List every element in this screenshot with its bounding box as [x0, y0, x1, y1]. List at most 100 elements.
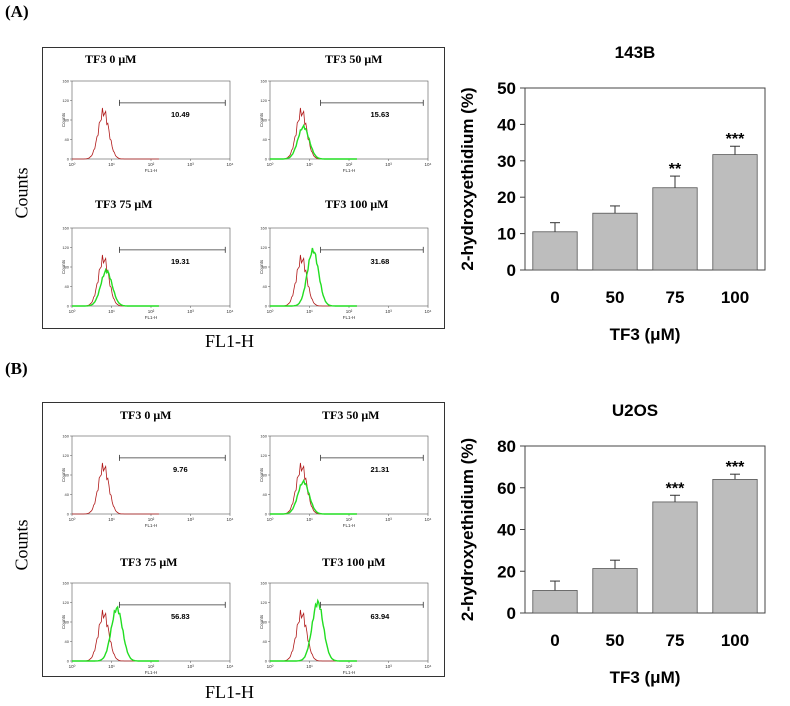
x-tick-label: 10³: [385, 664, 392, 669]
gate-value: 9.76: [173, 465, 188, 474]
control-histogram: [72, 609, 159, 662]
panel-a-label: (A): [5, 2, 29, 21]
x-tick-label: 10²: [148, 517, 155, 522]
x-axis-label: FL1-H: [145, 315, 158, 320]
gate-value: 31.68: [371, 257, 390, 266]
y-tick-label: 160: [260, 79, 267, 84]
x-tick-label: 10⁰: [69, 517, 76, 522]
bar: [592, 212, 638, 271]
y-tick-label: 40: [263, 137, 268, 142]
y-tick-label: 40: [65, 137, 70, 142]
x-tick-label: 10⁴: [227, 664, 234, 669]
x-tick-label: 10⁰: [267, 517, 274, 522]
x-tick-label: 10⁴: [425, 309, 432, 314]
y-tick-label: 0: [67, 157, 70, 162]
y-tick-label: 120: [260, 245, 267, 250]
gate-value: 21.31: [371, 465, 390, 474]
y-tick-label: 160: [260, 581, 267, 586]
significance-label: ***: [726, 131, 745, 148]
x-tick-label: 10⁰: [267, 162, 274, 167]
x-tick-label: 10³: [187, 517, 194, 522]
x-axis-label: FL1-H: [343, 523, 356, 528]
gate-value: 19.31: [171, 257, 190, 266]
x-axis-label: TF3 (μM): [610, 325, 681, 344]
y-tick-label: 120: [62, 98, 69, 103]
y-axis-label: Counts: [61, 467, 66, 482]
x-tick-label: 10⁴: [425, 664, 432, 669]
y-tick-label: 40: [263, 639, 268, 644]
plot-frame: [269, 80, 429, 160]
x-tick-label: 10⁴: [227, 517, 234, 522]
x-tick-label: 10⁰: [267, 309, 274, 314]
x-tick-label: 75: [666, 631, 685, 650]
x-tick-label: 10¹: [108, 517, 115, 522]
x-tick-label: 10⁴: [425, 517, 432, 522]
x-tick-label: 10³: [187, 162, 194, 167]
gate-value: 10.49: [171, 110, 190, 119]
y-tick-label: 160: [62, 581, 69, 586]
x-tick-label: 0: [550, 288, 559, 307]
y-tick-label: 50: [497, 79, 516, 98]
flow-histogram: 0 40 80 120 160 10⁰ 10¹ 10² 10³ 10⁴ FL1-H Counts 9.7…: [61, 434, 234, 529]
gate-value: 15.63: [371, 110, 390, 119]
x-tick-label: 100: [721, 631, 749, 650]
y-tick-label: 60: [497, 479, 516, 498]
y-axis-label: Counts: [61, 614, 66, 629]
plot-frame: [269, 582, 429, 662]
flow-histogram: 0 40 80 120 160 10⁰ 10¹ 10² 10³ 10⁴ FL1-H Counts 63.…: [259, 581, 432, 676]
x-axis-label: FL1-H: [145, 168, 158, 173]
plot-frame: [71, 582, 231, 662]
x-tick-label: 10¹: [108, 162, 115, 167]
y-tick-label: 120: [62, 600, 69, 605]
flow-histogram: 0 40 80 120 160 10⁰ 10¹ 10² 10³ 10⁴ FL1-H Counts 31.…: [259, 226, 432, 321]
bar: [652, 501, 698, 614]
y-tick-label: 40: [65, 492, 70, 497]
x-tick-label: 75: [666, 288, 685, 307]
treated-histogram: [270, 247, 357, 307]
treated-histogram: [270, 123, 357, 160]
y-tick-label: 120: [260, 98, 267, 103]
x-tick-label: 10⁰: [267, 664, 274, 669]
histogram-title: TF3 50 μM: [325, 52, 383, 66]
x-tick-label: 10³: [385, 162, 392, 167]
plot-frame: [524, 87, 766, 271]
y-tick-label: 120: [260, 453, 267, 458]
plot-frame: [71, 227, 231, 307]
significance-label: **: [669, 161, 682, 178]
plot-frame: [269, 435, 429, 515]
y-tick-label: 0: [67, 659, 70, 664]
x-tick-label: 10²: [148, 664, 155, 669]
x-tick-label: 0: [550, 631, 559, 650]
y-tick-label: 80: [65, 265, 70, 270]
significance-label: ***: [726, 459, 745, 476]
y-tick-label: 20: [497, 562, 516, 581]
histogram-title: TF3 0 μM: [85, 52, 137, 66]
bar-chart-u2os: U2OS 0 20 40 60 80 2-hydroxyethidium (%) 0 50 ***…: [458, 401, 766, 687]
x-tick-label: 10⁴: [227, 162, 234, 167]
y-tick-label: 160: [62, 79, 69, 84]
control-histogram: [72, 462, 159, 515]
x-tick-label: 50: [606, 288, 625, 307]
histogram-title: TF3 0 μM: [120, 408, 172, 422]
y-tick-label: 0: [265, 512, 268, 517]
flow-histogram: 0 40 80 120 160 10⁰ 10¹ 10² 10³ 10⁴ FL1-H Counts 19.…: [61, 226, 234, 321]
chart-title: U2OS: [612, 401, 658, 420]
x-tick-label: 10¹: [306, 517, 313, 522]
x-tick-label: 10²: [346, 309, 353, 314]
y-tick-label: 80: [263, 473, 268, 478]
flow-histogram: 0 40 80 120 160 10⁰ 10¹ 10² 10³ 10⁴ FL1-H Counts 15.…: [259, 79, 432, 174]
y-tick-label: 0: [507, 261, 516, 280]
x-tick-label: 10¹: [108, 309, 115, 314]
x-tick-label: 10¹: [306, 162, 313, 167]
y-tick-label: 0: [507, 604, 516, 623]
x-tick-label: 10⁴: [227, 309, 234, 314]
x-axis-label: FL1-H: [343, 168, 356, 173]
y-tick-label: 80: [65, 620, 70, 625]
y-tick-label: 40: [65, 639, 70, 644]
histogram-title: TF3 75 μM: [95, 197, 153, 211]
flow-histogram: 0 40 80 120 160 10⁰ 10¹ 10² 10³ 10⁴ FL1-H Counts 10.…: [61, 79, 234, 174]
histogram-title: TF3 50 μM: [322, 408, 380, 422]
bar-chart-143b: 143B 0 10 20 30 40 50 2-hydroxyethidium (%) 0 50 *…: [458, 43, 766, 344]
y-tick-label: 30: [497, 152, 516, 171]
bar: [532, 590, 578, 614]
